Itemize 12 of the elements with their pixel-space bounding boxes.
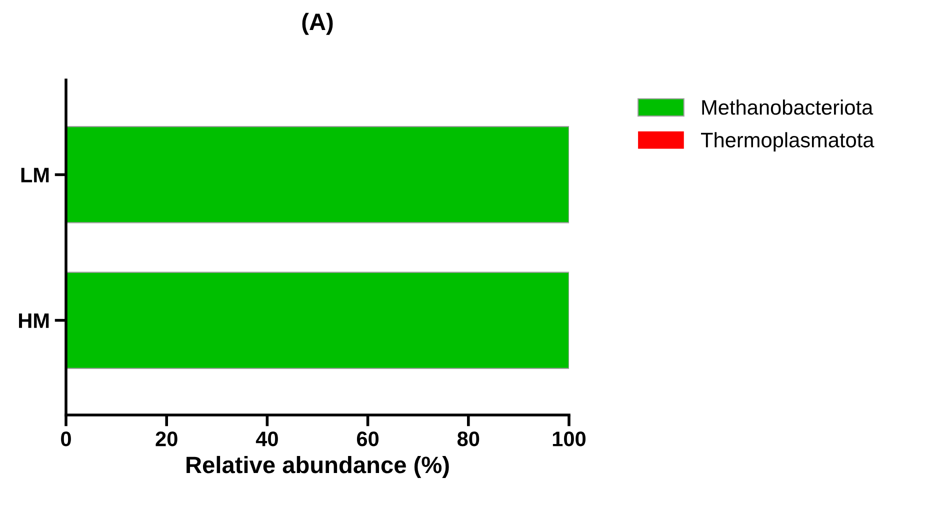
x-tick-label: 40 [256, 432, 278, 446]
x-tick-label: 0 [61, 432, 71, 446]
x-tick-label: 60 [356, 432, 379, 446]
x-axis-title: Relative abundance (%) [186, 456, 449, 478]
legend-label: Methanobacteriota [702, 99, 874, 115]
x-tick-label: 20 [156, 432, 178, 446]
x-tick-label: 100 [552, 432, 586, 446]
chart-title: (A) [302, 12, 333, 35]
legend-label: Thermoplasmatota [701, 132, 874, 152]
x-tick-label: 80 [457, 432, 480, 446]
y-tick-label: LM [21, 168, 49, 182]
y-tick-label: HM [19, 314, 49, 328]
